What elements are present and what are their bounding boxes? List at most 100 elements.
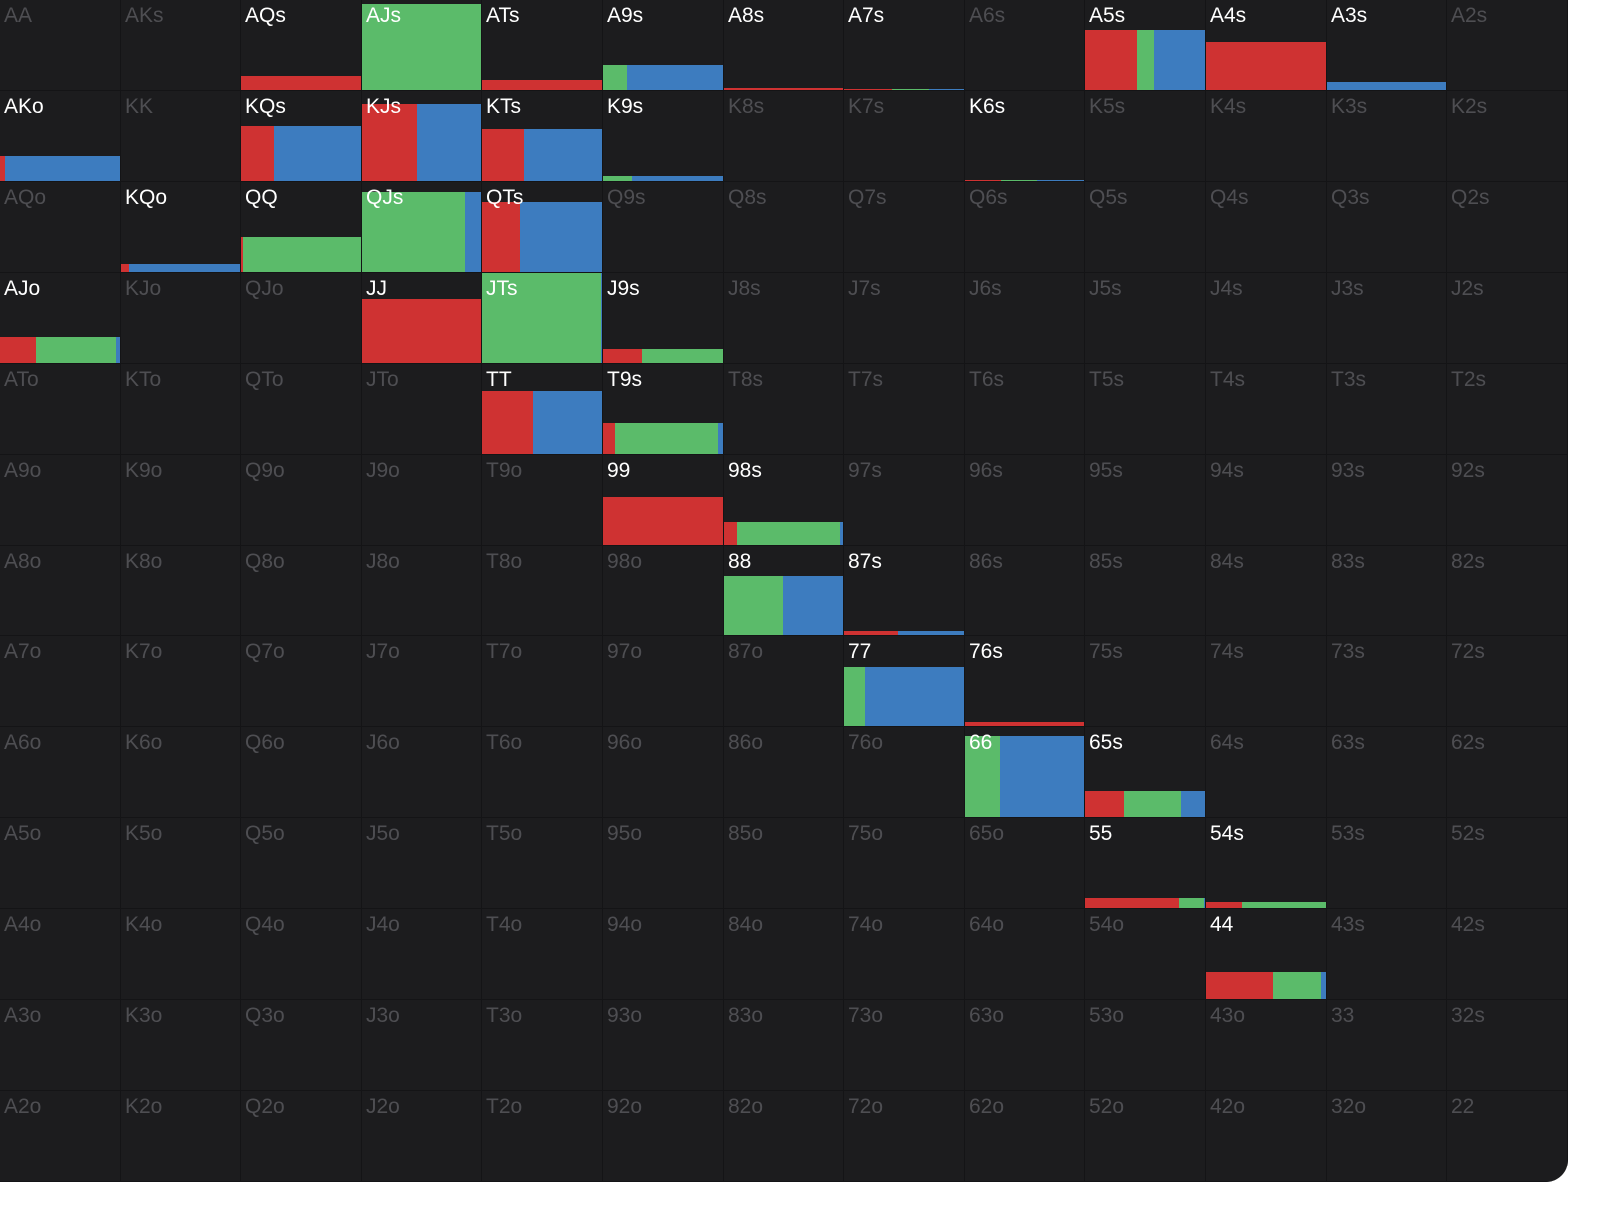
hand-cell-q3o[interactable]: Q3o	[241, 1000, 362, 1091]
hand-cell-64s[interactable]: 64s	[1206, 727, 1327, 818]
hand-cell-q2o[interactable]: Q2o	[241, 1091, 362, 1182]
hand-cell-k5s[interactable]: K5s	[1085, 91, 1206, 182]
hand-cell-74s[interactable]: 74s	[1206, 636, 1327, 727]
hand-cell-t9s[interactable]: T9s	[603, 364, 724, 455]
hand-cell-a5o[interactable]: A5o	[0, 818, 121, 909]
hand-cell-53o[interactable]: 53o	[1085, 1000, 1206, 1091]
hand-cell-aqs[interactable]: AQs	[241, 0, 362, 91]
hand-cell-q2s[interactable]: Q2s	[1447, 182, 1568, 273]
hand-cell-97s[interactable]: 97s	[844, 455, 965, 546]
hand-cell-j6s[interactable]: J6s	[965, 273, 1085, 364]
hand-cell-k5o[interactable]: K5o	[121, 818, 241, 909]
hand-cell-84o[interactable]: 84o	[724, 909, 844, 1000]
hand-cell-q4s[interactable]: Q4s	[1206, 182, 1327, 273]
hand-cell-k9s[interactable]: K9s	[603, 91, 724, 182]
hand-cell-82o[interactable]: 82o	[724, 1091, 844, 1182]
hand-cell-a6s[interactable]: A6s	[965, 0, 1085, 91]
hand-cell-k4s[interactable]: K4s	[1206, 91, 1327, 182]
hand-cell-t5o[interactable]: T5o	[482, 818, 603, 909]
hand-cell-kqs[interactable]: KQs	[241, 91, 362, 182]
hand-cell-ajs[interactable]: AJs	[362, 0, 482, 91]
hand-cell-65s[interactable]: 65s	[1085, 727, 1206, 818]
hand-cell-k7s[interactable]: K7s	[844, 91, 965, 182]
hand-cell-k6o[interactable]: K6o	[121, 727, 241, 818]
hand-cell-94o[interactable]: 94o	[603, 909, 724, 1000]
hand-cell-a2s[interactable]: A2s	[1447, 0, 1568, 91]
hand-cell-66[interactable]: 66	[965, 727, 1085, 818]
hand-cell-42s[interactable]: 42s	[1447, 909, 1568, 1000]
hand-cell-62s[interactable]: 62s	[1447, 727, 1568, 818]
hand-cell-j8o[interactable]: J8o	[362, 546, 482, 636]
hand-cell-j9o[interactable]: J9o	[362, 455, 482, 546]
hand-cell-q6s[interactable]: Q6s	[965, 182, 1085, 273]
hand-cell-jts[interactable]: JTs	[482, 273, 603, 364]
hand-cell-q8s[interactable]: Q8s	[724, 182, 844, 273]
hand-cell-72o[interactable]: 72o	[844, 1091, 965, 1182]
hand-cell-a9s[interactable]: A9s	[603, 0, 724, 91]
hand-cell-q5s[interactable]: Q5s	[1085, 182, 1206, 273]
hand-cell-t2s[interactable]: T2s	[1447, 364, 1568, 455]
hand-cell-kqo[interactable]: KQo	[121, 182, 241, 273]
hand-cell-77[interactable]: 77	[844, 636, 965, 727]
hand-cell-44[interactable]: 44	[1206, 909, 1327, 1000]
hand-cell-kjo[interactable]: KJo	[121, 273, 241, 364]
hand-cell-t6o[interactable]: T6o	[482, 727, 603, 818]
hand-cell-43s[interactable]: 43s	[1327, 909, 1447, 1000]
hand-cell-j6o[interactable]: J6o	[362, 727, 482, 818]
hand-cell-t5s[interactable]: T5s	[1085, 364, 1206, 455]
hand-cell-75o[interactable]: 75o	[844, 818, 965, 909]
hand-cell-63o[interactable]: 63o	[965, 1000, 1085, 1091]
hand-cell-ats[interactable]: ATs	[482, 0, 603, 91]
hand-cell-87o[interactable]: 87o	[724, 636, 844, 727]
hand-cell-87s[interactable]: 87s	[844, 546, 965, 636]
hand-cell-53s[interactable]: 53s	[1327, 818, 1447, 909]
hand-cell-t7s[interactable]: T7s	[844, 364, 965, 455]
hand-cell-a6o[interactable]: A6o	[0, 727, 121, 818]
hand-cell-74o[interactable]: 74o	[844, 909, 965, 1000]
hand-cell-33[interactable]: 33	[1327, 1000, 1447, 1091]
hand-cell-64o[interactable]: 64o	[965, 909, 1085, 1000]
hand-cell-qts[interactable]: QTs	[482, 182, 603, 273]
hand-cell-j4s[interactable]: J4s	[1206, 273, 1327, 364]
hand-cell-85s[interactable]: 85s	[1085, 546, 1206, 636]
hand-cell-88[interactable]: 88	[724, 546, 844, 636]
hand-cell-jj[interactable]: JJ	[362, 273, 482, 364]
hand-cell-q4o[interactable]: Q4o	[241, 909, 362, 1000]
hand-cell-kto[interactable]: KTo	[121, 364, 241, 455]
hand-cell-qto[interactable]: QTo	[241, 364, 362, 455]
hand-cell-ajo[interactable]: AJo	[0, 273, 121, 364]
hand-cell-j2s[interactable]: J2s	[1447, 273, 1568, 364]
hand-cell-j7o[interactable]: J7o	[362, 636, 482, 727]
hand-cell-k8s[interactable]: K8s	[724, 91, 844, 182]
hand-cell-q6o[interactable]: Q6o	[241, 727, 362, 818]
hand-cell-j3o[interactable]: J3o	[362, 1000, 482, 1091]
hand-cell-k6s[interactable]: K6s	[965, 91, 1085, 182]
hand-cell-t4o[interactable]: T4o	[482, 909, 603, 1000]
hand-cell-j5o[interactable]: J5o	[362, 818, 482, 909]
hand-cell-q7s[interactable]: Q7s	[844, 182, 965, 273]
hand-cell-83o[interactable]: 83o	[724, 1000, 844, 1091]
hand-cell-k8o[interactable]: K8o	[121, 546, 241, 636]
hand-cell-72s[interactable]: 72s	[1447, 636, 1568, 727]
hand-cell-a4o[interactable]: A4o	[0, 909, 121, 1000]
hand-cell-99[interactable]: 99	[603, 455, 724, 546]
hand-cell-32o[interactable]: 32o	[1327, 1091, 1447, 1182]
hand-cell-a8o[interactable]: A8o	[0, 546, 121, 636]
hand-cell-54o[interactable]: 54o	[1085, 909, 1206, 1000]
hand-cell-84s[interactable]: 84s	[1206, 546, 1327, 636]
hand-cell-82s[interactable]: 82s	[1447, 546, 1568, 636]
hand-cell-a4s[interactable]: A4s	[1206, 0, 1327, 91]
hand-cell-ako[interactable]: AKo	[0, 91, 121, 182]
hand-cell-t3o[interactable]: T3o	[482, 1000, 603, 1091]
hand-cell-j9s[interactable]: J9s	[603, 273, 724, 364]
hand-cell-96s[interactable]: 96s	[965, 455, 1085, 546]
hand-cell-q9o[interactable]: Q9o	[241, 455, 362, 546]
hand-cell-73o[interactable]: 73o	[844, 1000, 965, 1091]
hand-cell-62o[interactable]: 62o	[965, 1091, 1085, 1182]
hand-cell-86o[interactable]: 86o	[724, 727, 844, 818]
hand-cell-22[interactable]: 22	[1447, 1091, 1568, 1182]
hand-cell-j2o[interactable]: J2o	[362, 1091, 482, 1182]
hand-cell-q8o[interactable]: Q8o	[241, 546, 362, 636]
hand-cell-92s[interactable]: 92s	[1447, 455, 1568, 546]
hand-cell-kjs[interactable]: KJs	[362, 91, 482, 182]
